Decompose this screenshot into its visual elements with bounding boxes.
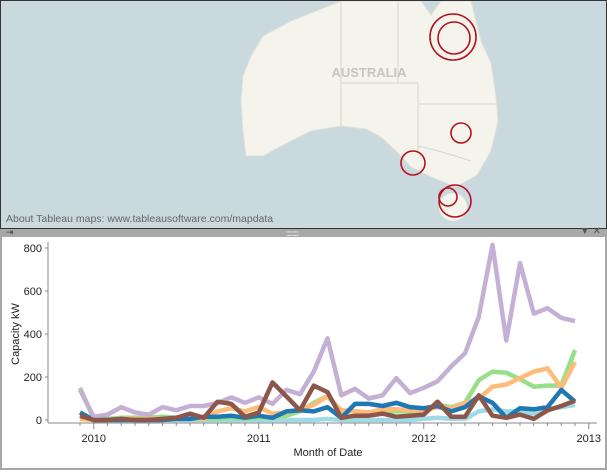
close-icon[interactable]: ✕ (592, 226, 601, 237)
series-line-5[interactable] (79, 380, 576, 423)
chart-panel: 0 200 400 600 800 2010 2011 2012 2013 Month of Da… (0, 237, 607, 470)
line-chart: 0 200 400 600 800 2010 2011 2012 2013 Month of Da… (10, 242, 601, 459)
x-axis-label: Month of Date (293, 447, 362, 459)
pane-divider[interactable]: ⇥ :::::::::: ▼ ✕ (0, 226, 607, 238)
australia-landmass (240, 1, 499, 188)
map-marker[interactable] (450, 122, 472, 144)
x-tick-label: 2010 (82, 433, 106, 445)
y-axis-label: Capacity kW (10, 303, 22, 365)
country-label: AUSTRALIA (331, 65, 407, 80)
map-marker[interactable] (438, 184, 472, 218)
map-attribution-link[interactable]: About Tableau maps: www.tableausoftware.… (6, 213, 274, 225)
map-marker[interactable] (400, 150, 426, 176)
map-canvas: AUSTRALIA (240, 1, 499, 221)
map-view[interactable]: AUSTRALIA About Tableau maps: www.tablea… (0, 0, 607, 229)
y-tick-label: 600 (24, 286, 42, 298)
y-tick-label: 800 (24, 243, 42, 255)
x-tick-label: 2012 (412, 433, 436, 445)
drag-handle-icon[interactable]: :::::::::: (286, 229, 299, 238)
map-marker[interactable] (429, 13, 477, 61)
y-tick-label: 0 (36, 415, 42, 427)
dropdown-arrow-icon[interactable]: ▼ (579, 226, 590, 237)
map-marker[interactable] (438, 187, 458, 207)
y-tick-label: 400 (24, 329, 42, 341)
x-tick-label: 2013 (577, 433, 601, 445)
x-tick-label: 2011 (247, 433, 271, 445)
pin-icon[interactable]: ⇥ (6, 227, 14, 237)
y-tick-label: 200 (24, 372, 42, 384)
series-line-4[interactable] (77, 242, 576, 420)
map-marker[interactable] (437, 21, 471, 55)
state-borders (340, 1, 496, 162)
